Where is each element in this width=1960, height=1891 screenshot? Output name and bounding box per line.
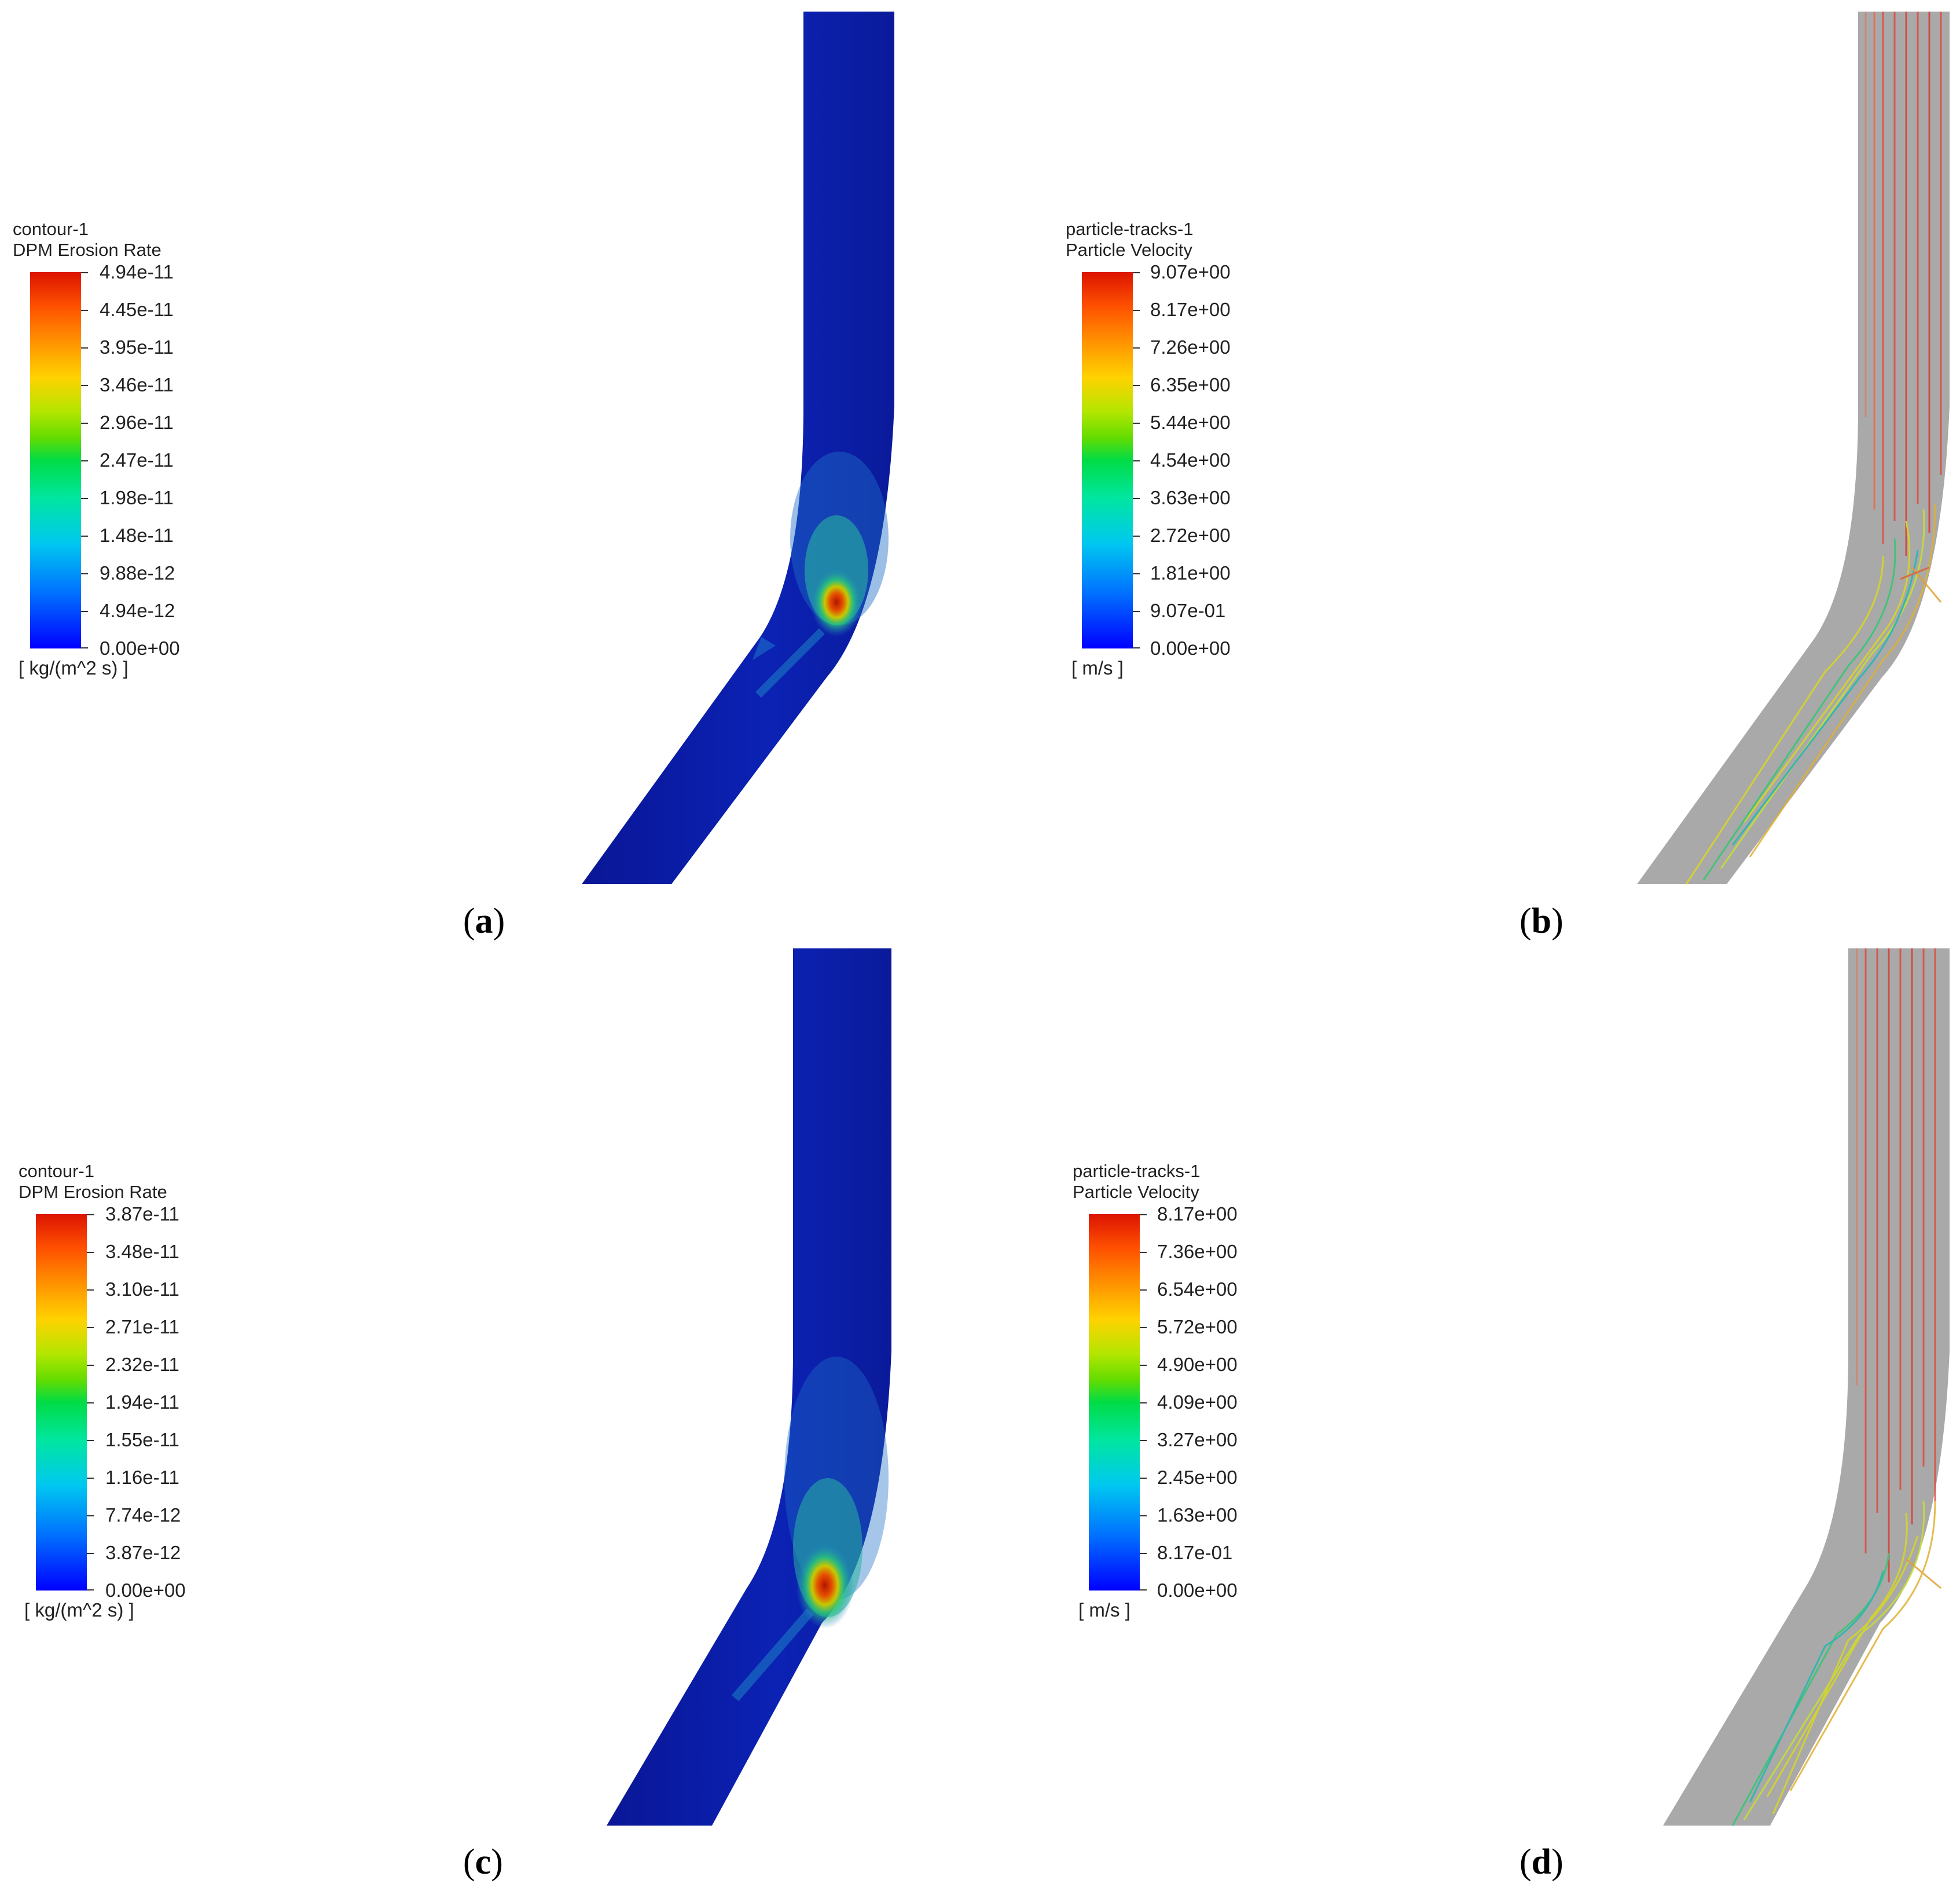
- legend-value: 6.35e+00: [1150, 374, 1231, 395]
- legend-title: particle-tracks-1 Particle Velocity: [1066, 219, 1194, 261]
- colorbar-labels: 4.94e-11 4.45e-11 3.95e-11 3.46e-11 2.96…: [100, 262, 250, 659]
- particle-tracks: [1731, 948, 1941, 1826]
- panel-caption: (d): [1519, 1842, 1563, 1882]
- erosion-hotspot: [810, 567, 862, 637]
- legend-value: 1.94e-11: [105, 1391, 179, 1413]
- legend-unit: [ kg/(m^2 s) ]: [24, 1599, 134, 1621]
- legend-value: 1.16e-11: [105, 1467, 179, 1488]
- legend-value: 2.32e-11: [105, 1354, 179, 1375]
- colorbar: [1082, 272, 1133, 648]
- legend-value: 7.36e+00: [1157, 1241, 1238, 1262]
- legend-value: 4.94e-12: [100, 600, 175, 621]
- colorbar-labels: 9.07e+00 8.17e+00 7.26e+00 6.35e+00 5.44…: [1150, 262, 1301, 659]
- color-legend: particle-tracks-1 Particle Velocity 8.17…: [1073, 1161, 1316, 1624]
- legend-value: 6.54e+00: [1157, 1278, 1238, 1300]
- legend-value: 0.00e+00: [1157, 1580, 1238, 1601]
- colorbar: [30, 272, 81, 648]
- panel-caption: (c): [463, 1842, 503, 1882]
- particle-tracks-view: [1637, 12, 1950, 885]
- legend-variable: Particle Velocity: [1066, 240, 1192, 260]
- pipe-body: [1663, 948, 1950, 1826]
- legend-value: 2.72e+00: [1150, 525, 1231, 546]
- erosion-tail: [753, 637, 776, 660]
- legend-value: 9.07e-01: [1150, 600, 1226, 621]
- pipe-body: [582, 12, 894, 884]
- colorbar-ticks: [1140, 1214, 1149, 1591]
- legend-value: 7.74e-12: [105, 1504, 181, 1526]
- legend-value: 5.44e+00: [1150, 412, 1231, 433]
- legend-value: 3.27e+00: [1157, 1429, 1238, 1450]
- color-legend: particle-tracks-1 Particle Velocity 9.07…: [1066, 219, 1309, 682]
- legend-value: 0.00e+00: [100, 637, 180, 659]
- panel-caption: (a): [463, 901, 505, 941]
- legend-value: 9.07e+00: [1150, 261, 1231, 283]
- legend-unit: [ m/s ]: [1078, 1599, 1131, 1621]
- legend-value: 4.90e+00: [1157, 1354, 1238, 1375]
- legend-value: 3.87e-11: [105, 1203, 179, 1225]
- colorbar: [36, 1214, 87, 1591]
- pipe-body: [1637, 12, 1950, 884]
- particle-tracks: [1685, 12, 1942, 885]
- legend-value: 1.63e+00: [1157, 1504, 1238, 1526]
- legend-value: 3.48e-11: [105, 1241, 179, 1262]
- color-legend: contour-1 DPM Erosion Rate 3.87e-11 3.48…: [19, 1161, 262, 1624]
- legend-value: 9.88e-12: [100, 562, 175, 584]
- erosion-hotspot: [796, 1542, 854, 1629]
- legend-value: 2.47e-11: [100, 449, 174, 471]
- legend-value: 4.09e+00: [1157, 1391, 1238, 1413]
- color-legend: contour-1 DPM Erosion Rate 4.94e-11 4.45…: [13, 219, 256, 682]
- legend-value: 2.96e-11: [100, 412, 174, 433]
- panel-caption: (b): [1519, 901, 1563, 941]
- legend-value: 4.45e-11: [100, 299, 174, 320]
- legend-value: 3.10e-11: [105, 1278, 179, 1300]
- legend-value: 5.72e+00: [1157, 1316, 1238, 1337]
- particle-tracks-view: [1663, 948, 1950, 1826]
- erosion-streak: [755, 628, 825, 698]
- colorbar-labels: 8.17e+00 7.36e+00 6.54e+00 5.72e+00 4.90…: [1157, 1204, 1308, 1601]
- legend-name: particle-tracks-1: [1073, 1161, 1201, 1181]
- legend-name: contour-1: [13, 219, 89, 239]
- legend-value: 4.94e-11: [100, 261, 174, 283]
- legend-variable: Particle Velocity: [1073, 1182, 1199, 1202]
- colorbar-ticks: [81, 272, 90, 648]
- legend-value: 1.98e-11: [100, 487, 174, 508]
- legend-value: 7.26e+00: [1150, 336, 1231, 358]
- legend-unit: [ kg/(m^2 s) ]: [19, 657, 129, 679]
- legend-value: 8.17e+00: [1157, 1203, 1238, 1225]
- legend-value: 3.46e-11: [100, 374, 174, 395]
- legend-title: contour-1 DPM Erosion Rate: [19, 1161, 167, 1203]
- panel-b: particle-tracks-1 Particle Velocity 9.07…: [980, 0, 1960, 946]
- legend-value: 0.00e+00: [1150, 637, 1231, 659]
- legend-value: 1.55e-11: [105, 1429, 179, 1450]
- legend-value: 0.00e+00: [105, 1580, 186, 1601]
- legend-value: 3.95e-11: [100, 336, 174, 358]
- legend-variable: DPM Erosion Rate: [13, 240, 162, 260]
- legend-unit: [ m/s ]: [1071, 657, 1124, 679]
- legend-value: 1.81e+00: [1150, 562, 1231, 584]
- legend-value: 4.54e+00: [1150, 449, 1231, 471]
- panel-d: particle-tracks-1 Particle Velocity 8.17…: [980, 946, 1960, 1891]
- legend-name: contour-1: [19, 1161, 94, 1181]
- panel-c: contour-1 DPM Erosion Rate 3.87e-11 3.48…: [0, 946, 980, 1891]
- legend-title: particle-tracks-1 Particle Velocity: [1073, 1161, 1201, 1203]
- legend-variable: DPM Erosion Rate: [19, 1182, 167, 1202]
- legend-value: 2.45e+00: [1157, 1467, 1238, 1488]
- panel-a: contour-1 DPM Erosion Rate 4.94e-11 4.45…: [0, 0, 980, 946]
- colorbar: [1089, 1214, 1140, 1591]
- legend-value: 3.63e+00: [1150, 487, 1231, 508]
- colorbar-ticks: [1133, 272, 1142, 648]
- erosion-contour-view: [607, 948, 891, 1826]
- legend-value: 8.17e+00: [1150, 299, 1231, 320]
- erosion-contour-view: [582, 12, 894, 884]
- legend-title: contour-1 DPM Erosion Rate: [13, 219, 162, 261]
- legend-value: 8.17e-01: [1157, 1542, 1233, 1563]
- erosion-streak: [731, 1608, 814, 1702]
- legend-value: 3.87e-12: [105, 1542, 181, 1563]
- colorbar-ticks: [87, 1214, 96, 1591]
- legend-value: 1.48e-11: [100, 525, 174, 546]
- legend-name: particle-tracks-1: [1066, 219, 1194, 239]
- legend-value: 2.71e-11: [105, 1316, 179, 1337]
- colorbar-labels: 3.87e-11 3.48e-11 3.10e-11 2.71e-11 2.32…: [105, 1204, 256, 1601]
